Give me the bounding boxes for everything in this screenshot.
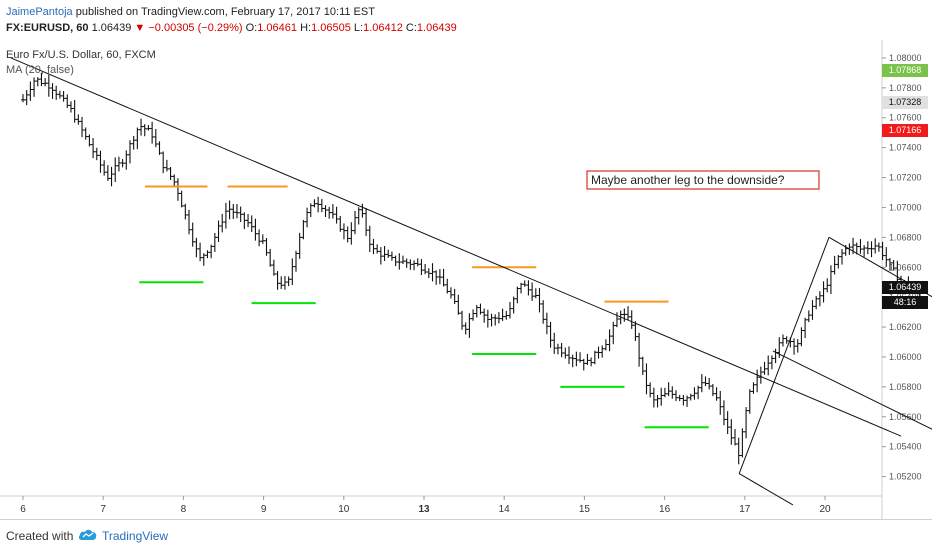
annotation-box[interactable] xyxy=(586,170,820,190)
y-tick-label: 1.07200 xyxy=(889,173,922,183)
trendline xyxy=(738,237,830,474)
price-tag-current: 1.06439 xyxy=(882,281,928,294)
trendline xyxy=(738,473,794,506)
x-tick-label: 20 xyxy=(819,504,831,515)
low-value: 1.06412 xyxy=(363,22,403,34)
symbol-label: FX:EURUSD, 60 xyxy=(6,22,89,34)
tradingview-cloud-icon xyxy=(78,529,97,540)
y-tick-label: 1.05200 xyxy=(889,472,922,482)
x-tick-label: 13 xyxy=(418,504,430,515)
quote-line: FX:EURUSD, 60 1.06439 ▼ −0.00305 (−0.29%… xyxy=(6,22,457,34)
y-tick-label: 1.05800 xyxy=(889,382,922,392)
y-tick-label: 1.07600 xyxy=(889,113,922,123)
author-link[interactable]: JaimePantoja xyxy=(6,6,73,18)
legend-instrument: Euro Fx/U.S. Dollar, 60, FXCM xyxy=(6,49,156,61)
x-tick-label: 9 xyxy=(261,504,267,515)
y-tick-label: 1.07000 xyxy=(889,202,922,212)
open-value: 1.06461 xyxy=(257,22,298,34)
trendline xyxy=(10,57,902,437)
annotation-text: Maybe another leg to the downside? xyxy=(591,173,785,187)
trendline xyxy=(828,236,932,298)
level-lines xyxy=(139,185,709,429)
price-tag-red: 1.07166 xyxy=(882,124,928,137)
publish-header: JaimePantoja published on TradingView.co… xyxy=(0,0,932,40)
y-tick-label: 1.06800 xyxy=(889,232,922,242)
created-with-label: Created with xyxy=(6,529,74,543)
y-tick-label: 1.07800 xyxy=(889,83,922,93)
high-label: H: xyxy=(300,22,312,34)
trendline xyxy=(772,350,932,430)
x-tick-label: 10 xyxy=(338,504,350,515)
footer: Created with TradingView xyxy=(0,519,932,551)
x-tick-label: 15 xyxy=(579,504,591,515)
x-tick-label: 6 xyxy=(20,504,26,515)
trendlines xyxy=(10,57,932,506)
price-tag-green: 1.07868 xyxy=(882,64,928,77)
x-tick-label: 14 xyxy=(499,504,511,515)
y-tick-label: 1.06000 xyxy=(889,352,922,362)
price-chart[interactable]: 1.08000 1.07800 1.07600 1.07400 1.07200 1.070… xyxy=(0,0,932,519)
x-tick-label: 16 xyxy=(659,504,671,515)
tradingview-brand-link[interactable]: TradingView xyxy=(102,529,169,543)
x-tick-label: 17 xyxy=(739,504,751,515)
y-tick-label: 1.05600 xyxy=(889,412,922,422)
close-label: C: xyxy=(405,22,417,34)
close-value: 1.06439 xyxy=(416,22,457,34)
y-tick-label: 1.07400 xyxy=(889,143,922,153)
y-tick-label: 1.08000 xyxy=(889,53,922,63)
low-label: L: xyxy=(353,22,364,34)
publish-line: JaimePantoja published on TradingView.co… xyxy=(6,6,375,18)
bar-countdown: 48:16 xyxy=(882,296,928,309)
ohlc-bars xyxy=(21,72,922,465)
legend-indicator: MA (20, false) xyxy=(6,64,74,76)
price-change: ▼ −0.00305 (−0.29%) xyxy=(134,22,243,34)
x-tick-label: 8 xyxy=(181,504,187,515)
price-tag-grey: 1.07328 xyxy=(882,96,928,109)
published-text: published on TradingView.com, February 1… xyxy=(75,6,375,18)
open-label: O: xyxy=(245,22,258,34)
last-price: 1.06439 xyxy=(91,22,132,34)
high-value: 1.06505 xyxy=(311,22,351,34)
y-tick-label: 1.05400 xyxy=(889,442,922,452)
y-tick-label: 1.06600 xyxy=(889,262,922,272)
x-tick-label: 7 xyxy=(100,504,106,515)
y-tick-label: 1.06200 xyxy=(889,322,922,332)
